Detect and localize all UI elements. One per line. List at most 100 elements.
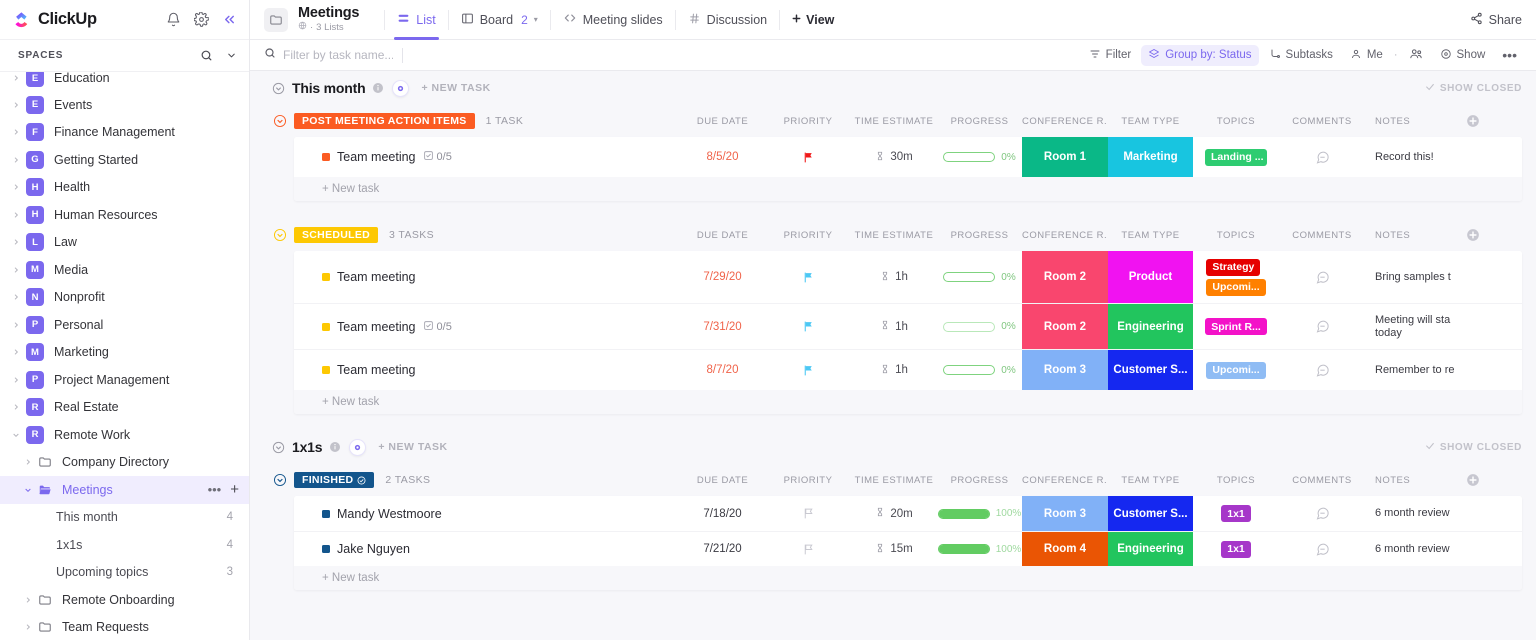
topic-tag[interactable]: Upcomi... <box>1206 278 1266 296</box>
search-group[interactable] <box>264 46 403 64</box>
column-header-comments[interactable]: COMMENTS <box>1292 474 1352 486</box>
priority-flag-icon[interactable] <box>765 496 851 531</box>
chevron-right-icon[interactable] <box>22 623 34 631</box>
notes-cell[interactable]: 6 month review <box>1375 507 1450 519</box>
chevron-right-icon[interactable] <box>10 211 22 219</box>
comment-icon[interactable] <box>1279 137 1365 177</box>
search-input[interactable] <box>283 48 393 62</box>
topics-cell[interactable]: Upcomi... <box>1193 350 1279 390</box>
team-type-cell[interactable]: Engineering <box>1108 532 1193 566</box>
column-header-team-type[interactable]: TEAM TYPE <box>1121 229 1180 241</box>
table-row[interactable]: Jake Nguyen 7/21/20 15m <box>294 531 1522 566</box>
due-date[interactable]: 8/5/20 <box>706 151 739 163</box>
new-task-row[interactable]: + New task <box>294 566 1522 590</box>
sidebar-item-personal[interactable]: P Personal <box>0 311 249 339</box>
chevron-right-icon[interactable] <box>10 348 22 356</box>
time-estimate[interactable]: 20m <box>875 506 913 521</box>
time-estimate[interactable]: 15m <box>875 542 913 557</box>
column-header-progress[interactable]: PROGRESS <box>950 115 1009 127</box>
sidebar-item-remote-onboarding[interactable]: Remote Onboarding <box>0 586 249 614</box>
ai-icon[interactable] <box>392 79 410 97</box>
info-icon[interactable] <box>372 82 384 94</box>
topic-tag[interactable]: Upcomi... <box>1206 361 1266 379</box>
table-row[interactable]: Team meeting 8/7/20 1h <box>294 349 1522 390</box>
subtasks-button[interactable]: Subtasks <box>1262 45 1340 66</box>
sidebar-item-nonprofit[interactable]: N Nonprofit <box>0 284 249 312</box>
table-row[interactable]: Team meeting 7/29/20 1h <box>294 251 1522 303</box>
due-date[interactable]: 7/31/20 <box>703 320 742 333</box>
chevron-down-circle-icon[interactable] <box>272 82 285 95</box>
show-closed-button[interactable]: SHOW CLOSED <box>1425 82 1522 95</box>
chevron-down-icon[interactable] <box>226 50 237 61</box>
sidebar-item-project-management[interactable]: P Project Management <box>0 366 249 394</box>
status-badge[interactable]: POST MEETING ACTION ITEMS <box>294 113 475 129</box>
sidebar-item-human-resources[interactable]: H Human Resources <box>0 201 249 229</box>
table-row[interactable]: Mandy Westmoore 7/18/20 20m <box>294 496 1522 531</box>
conference-room-cell[interactable]: Room 2 <box>1022 251 1108 303</box>
topics-cell[interactable]: 1x1 <box>1193 496 1279 531</box>
priority-flag-icon[interactable] <box>765 137 851 177</box>
chevron-right-icon[interactable] <box>10 238 22 246</box>
status-badge[interactable]: FINISHED <box>294 472 375 488</box>
chevron-down-icon[interactable] <box>10 431 22 439</box>
sidebar-item-education[interactable]: E Education <box>0 72 249 91</box>
time-estimate[interactable]: 1h <box>880 319 908 334</box>
gear-icon[interactable] <box>194 12 209 27</box>
topics-cell[interactable]: 1x1 <box>1193 532 1279 566</box>
info-icon[interactable] <box>329 441 341 453</box>
sidebar-item-events[interactable]: E Events <box>0 91 249 119</box>
show-closed-button[interactable]: SHOW CLOSED <box>1425 441 1522 454</box>
column-header-topics[interactable]: TOPICS <box>1216 229 1256 241</box>
notes-cell[interactable]: Bring samples t <box>1375 270 1451 283</box>
team-type-cell[interactable]: Customer S... <box>1108 496 1193 531</box>
notes-cell[interactable]: Meeting will sta today <box>1375 313 1451 339</box>
sidebar-item-finance-management[interactable]: F Finance Management <box>0 119 249 147</box>
filter-button[interactable]: Filter <box>1082 45 1139 66</box>
column-header-topics[interactable]: TOPICS <box>1216 115 1256 127</box>
add-list-icon[interactable]: + <box>230 481 239 499</box>
conference-room-cell[interactable]: Room 1 <box>1022 137 1108 177</box>
notes-cell[interactable]: Record this! <box>1375 150 1434 163</box>
conference-room-cell[interactable]: Room 3 <box>1022 350 1108 390</box>
column-header-time-estimate[interactable]: TIME ESTIMATE <box>854 229 934 241</box>
new-task-row[interactable]: + New task <box>294 177 1522 201</box>
column-header-conference-room[interactable]: CONFERENCE R... <box>1022 474 1108 486</box>
chevron-right-icon[interactable] <box>10 101 22 109</box>
chevron-right-icon[interactable] <box>10 183 22 191</box>
sidebar-item-team-requests[interactable]: Team Requests <box>0 614 249 640</box>
share-button[interactable]: Share <box>1470 12 1522 28</box>
bell-icon[interactable] <box>166 12 181 27</box>
team-type-cell[interactable]: Customer S... <box>1108 350 1193 390</box>
new-task-row[interactable]: + New task <box>294 390 1522 414</box>
column-header-comments[interactable]: COMMENTS <box>1292 229 1352 241</box>
chevron-down-circle-icon[interactable] <box>272 441 285 454</box>
column-header-team-type[interactable]: TEAM TYPE <box>1121 474 1180 486</box>
sidebar-item-health[interactable]: H Health <box>0 174 249 202</box>
column-header-priority[interactable]: PRIORITY <box>783 229 833 241</box>
due-date[interactable]: 7/21/20 <box>703 543 742 555</box>
conference-room-cell[interactable]: Room 2 <box>1022 304 1108 349</box>
progress-indicator[interactable]: 0% <box>943 321 1016 332</box>
priority-flag-icon[interactable] <box>765 350 851 390</box>
column-header-notes[interactable]: NOTES <box>1375 115 1411 127</box>
group-collapse-icon[interactable] <box>272 113 288 129</box>
topic-tag[interactable]: 1x1 <box>1221 505 1251 522</box>
notes-cell[interactable]: Remember to re <box>1375 363 1455 376</box>
assignees-button[interactable] <box>1402 44 1430 67</box>
chevron-right-icon[interactable] <box>10 266 22 274</box>
chevron-right-icon[interactable] <box>10 156 22 164</box>
new-task-button[interactable]: + NEW TASK <box>378 441 448 453</box>
collapse-sidebar-icon[interactable] <box>222 12 237 27</box>
progress-indicator[interactable]: 0% <box>943 152 1016 163</box>
topic-tag[interactable]: 1x1 <box>1221 540 1251 558</box>
column-header-conference-room[interactable]: CONFERENCE R... <box>1022 115 1108 127</box>
column-header-comments[interactable]: COMMENTS <box>1292 115 1352 127</box>
topic-tag[interactable]: Landing ... <box>1205 148 1267 166</box>
column-header-progress[interactable]: PROGRESS <box>950 229 1009 241</box>
sidebar-item-remote-work[interactable]: R Remote Work <box>0 421 249 449</box>
priority-flag-icon[interactable] <box>765 251 851 303</box>
progress-indicator[interactable]: 0% <box>943 365 1016 376</box>
conference-room-cell[interactable]: Room 3 <box>1022 496 1108 531</box>
priority-flag-icon[interactable] <box>765 532 851 566</box>
spaces-list[interactable]: E Education E Events F Finance Managemen… <box>0 72 249 640</box>
